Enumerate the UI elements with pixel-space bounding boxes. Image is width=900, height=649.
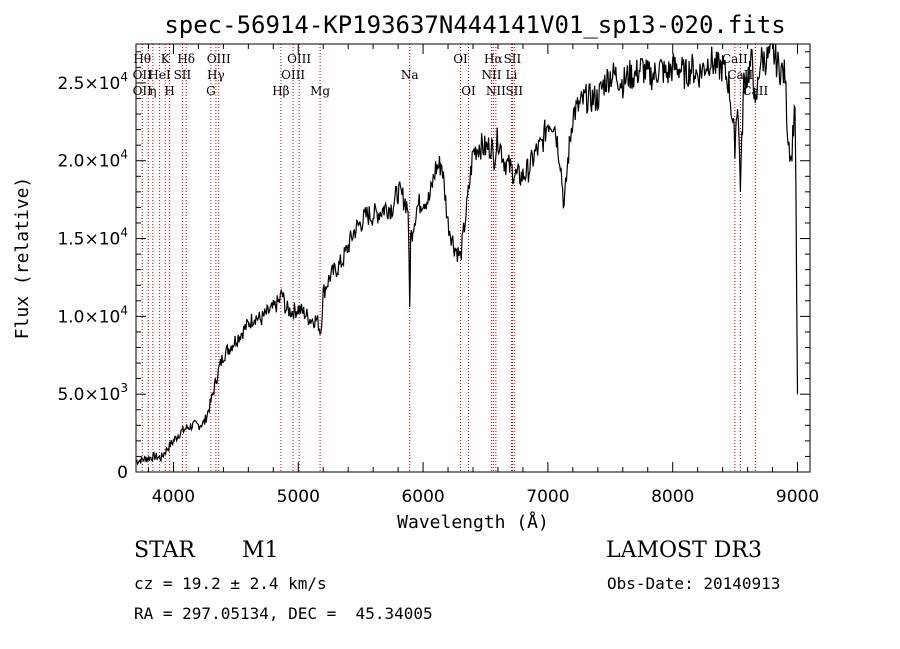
spectral-line-label: OIII: [207, 52, 231, 66]
spectral-line-label: NII: [481, 68, 501, 82]
survey-name: LAMOST DR3: [606, 538, 762, 563]
spectral-line-label: SII: [505, 84, 523, 98]
y-tick-label: 1.0×104: [57, 303, 128, 327]
spectral-line-label: CaII: [722, 52, 748, 66]
spectral-line-label: CaII: [742, 84, 768, 98]
spectral-line-label: NII: [486, 84, 506, 98]
y-tick-label: 1.5×104: [57, 226, 128, 250]
spectral-line-label: SII: [174, 68, 192, 82]
spectral-line-label: η: [149, 84, 156, 98]
y-tick-label: 5.0×103: [57, 381, 128, 405]
x-tick-label: 9000: [776, 487, 819, 507]
object-class: STAR: [134, 538, 195, 563]
spectral-line-label: H: [164, 84, 174, 98]
spectral-line-label: OIII: [281, 68, 305, 82]
plot-frame: [135, 43, 811, 473]
object-subclass: M1: [242, 538, 279, 563]
spectrum-line: [135, 43, 799, 466]
spectral-line-markers: [141, 44, 756, 472]
x-tick-label: 6000: [401, 487, 444, 507]
spectral-line-label: OI: [453, 52, 468, 66]
spectral-line-label: Hγ: [207, 68, 225, 82]
spectral-line-label: G: [206, 84, 216, 98]
x-axis-label: Wavelength (Å): [397, 511, 549, 533]
spectral-line-label: CaII: [727, 68, 753, 82]
y-axis-label: Flux (relative): [12, 177, 33, 340]
spectral-line-label: SII: [504, 52, 522, 66]
spectral-line-label: HeI: [148, 68, 171, 82]
obs-date: Obs-Date: 20140913: [607, 574, 781, 593]
x-tick-label: 8000: [651, 487, 694, 507]
spectral-line-label: Li: [506, 68, 518, 82]
x-axis: 4000 5000 6000 7000 8000 9000: [147, 44, 819, 507]
y-axis: 0 5.0×103 1.0×104 1.5×104 2.0×104 2.5×104: [57, 51, 810, 483]
x-tick-label: 7000: [526, 487, 569, 507]
spectral-line-label: Hθ: [133, 52, 151, 66]
spectral-line-label: OIII: [287, 52, 311, 66]
y-tick-label: 2.5×104: [57, 70, 128, 94]
spectral-line-label: Mg: [310, 84, 330, 98]
spectral-line-label: K: [161, 52, 171, 66]
redshift-text: cz = 19.2 ± 2.4 km/s: [134, 574, 327, 593]
spectral-line-label: OI: [461, 84, 476, 98]
spectral-line-label: Na: [401, 68, 419, 82]
y-tick-label: 2.0×104: [57, 148, 128, 172]
spectral-line-label: Hβ: [272, 84, 289, 98]
spectral-line-label: Hα: [484, 52, 503, 66]
x-tick-label: 5000: [277, 487, 320, 507]
chart-title: spec-56914-KP193637N444141V01_sp13-020.f…: [164, 11, 785, 39]
x-tick-label: 4000: [152, 487, 195, 507]
spectral-line-labels: HθOIIOIIηHeIKHSIIHδGHγOIIIHβOIIIOIIIMgNa…: [133, 52, 769, 98]
spectral-line-label: OII: [133, 84, 153, 98]
spectral-line-label: Hδ: [177, 52, 195, 66]
spectral-line-label: OII: [133, 68, 153, 82]
y-tick-label: 0: [117, 463, 128, 483]
ra-dec: RA = 297.05134, DEC = 45.34005: [134, 604, 433, 623]
